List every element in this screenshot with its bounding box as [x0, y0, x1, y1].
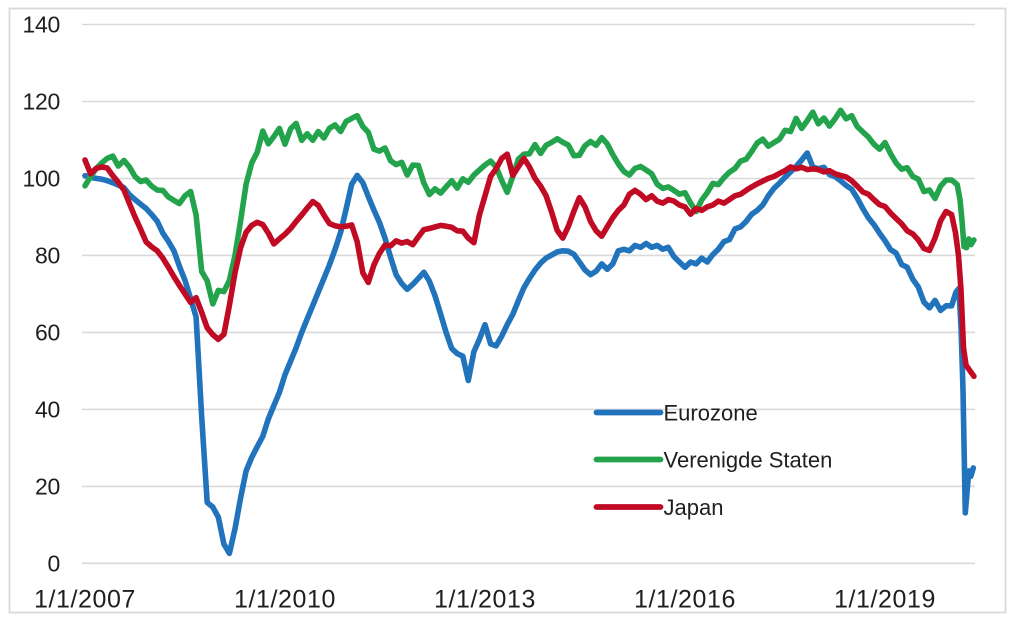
svg-text:0: 0: [48, 551, 61, 577]
svg-text:Eurozone: Eurozone: [664, 401, 758, 426]
svg-text:Japan: Japan: [664, 495, 724, 520]
svg-text:100: 100: [23, 166, 60, 192]
svg-text:60: 60: [35, 320, 60, 346]
svg-text:20: 20: [35, 474, 60, 500]
svg-text:1/1/2007: 1/1/2007: [34, 586, 136, 614]
svg-text:1/1/2019: 1/1/2019: [834, 586, 936, 614]
svg-text:140: 140: [23, 12, 60, 38]
svg-text:1/1/2016: 1/1/2016: [634, 586, 736, 614]
svg-text:120: 120: [23, 89, 60, 115]
svg-text:1/1/2010: 1/1/2010: [234, 586, 336, 614]
svg-text:40: 40: [35, 397, 60, 423]
svg-text:1/1/2013: 1/1/2013: [434, 586, 536, 614]
svg-text:80: 80: [35, 243, 60, 269]
svg-text:Verenigde Staten: Verenigde Staten: [664, 448, 833, 473]
